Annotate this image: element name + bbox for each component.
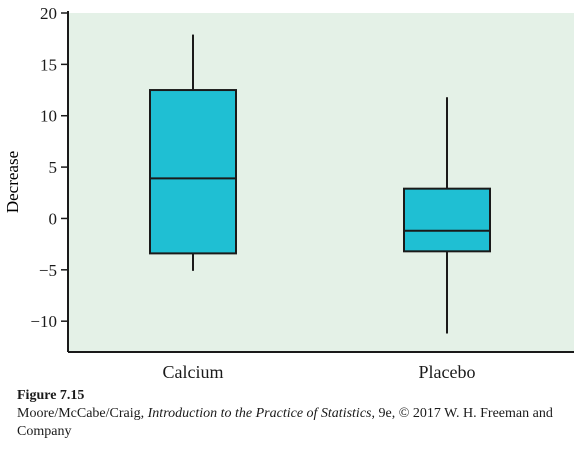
y-axis-label: Decrease <box>3 151 22 213</box>
iqr-box <box>149 89 237 255</box>
figure-caption: Figure 7.15 Moore/McCabe/Craig, Introduc… <box>17 387 572 441</box>
y-tick-label: −5 <box>39 261 57 280</box>
box-plot-chart: 20 15 10 5 0 −5 −10 Decrease Calcium Placebo <box>3 4 574 382</box>
y-tick-label: 20 <box>40 4 57 23</box>
y-tick-label: −10 <box>30 312 57 331</box>
y-tick-label: 5 <box>49 158 58 177</box>
figure-source: Moore/McCabe/Craig, Introduction to the … <box>17 405 572 441</box>
source-authors: Moore/McCabe/Craig, <box>17 406 148 421</box>
y-tick-label: 0 <box>49 209 58 228</box>
y-tick-label: 10 <box>40 107 57 126</box>
box-calcium <box>149 34 237 271</box>
y-tick-label: 15 <box>40 55 57 74</box>
x-axis-categories: Calcium Placebo <box>163 362 476 382</box>
iqr-box <box>403 187 491 253</box>
figure-label: Figure 7.15 <box>17 388 85 403</box>
plot-area <box>68 13 574 352</box>
source-rest: , 9e, © 2017 W. H. Freeman and Company <box>17 406 553 439</box>
y-axis-ticks: 20 15 10 5 0 −5 −10 <box>30 4 68 331</box>
x-category-label: Calcium <box>163 362 224 382</box>
x-category-label: Placebo <box>419 362 476 382</box>
source-title: Introduction to the Practice of Statisti… <box>147 406 372 421</box>
box-series <box>149 34 491 334</box>
box-placebo <box>403 97 491 334</box>
